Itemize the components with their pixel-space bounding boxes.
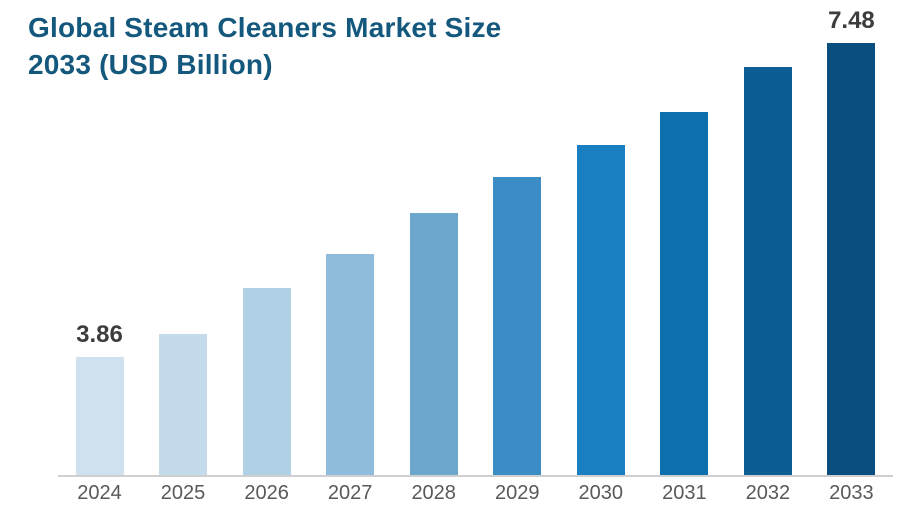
chart-title: Global Steam Cleaners Market Size 2033 (… xyxy=(28,10,501,84)
data-label-2033: 7.48 xyxy=(828,7,875,34)
x-tick-2024: 2024 xyxy=(77,482,122,504)
x-tick-2026: 2026 xyxy=(244,482,289,504)
plot-area: 3.86 7.48 xyxy=(58,7,893,477)
bar-2032 xyxy=(743,67,792,475)
chart-title-line1: Global Steam Cleaners Market Size xyxy=(28,12,502,43)
bar-column-2028 xyxy=(392,213,475,475)
bar-column-2032 xyxy=(726,67,809,475)
x-tick-2032: 2032 xyxy=(745,482,791,504)
bar-column-2029 xyxy=(476,177,559,475)
chart-title-line2: 2033 (USD Billion) xyxy=(28,48,273,80)
x-tick-2027: 2027 xyxy=(327,482,373,504)
bar-2025 xyxy=(159,334,208,475)
bar-column-2031 xyxy=(643,112,726,475)
bar-column-2024: 3.86 xyxy=(58,321,141,475)
bar-column-2025 xyxy=(142,334,225,475)
x-tick-2030: 2030 xyxy=(578,482,624,504)
x-axis-ticks: 2024 2025 2026 2027 2028 2029 2030 2031 2032 2033 xyxy=(58,476,893,505)
bar-column-2033: 7.48 xyxy=(810,7,893,475)
x-tick-2029: 2029 xyxy=(494,482,540,504)
bar-column-2027 xyxy=(309,254,392,475)
x-tick-2028: 2028 xyxy=(411,482,456,504)
bar-column-2026 xyxy=(225,288,308,475)
bar-2024 xyxy=(75,357,124,475)
x-tick-2025: 2025 xyxy=(160,482,206,504)
bar-column-2030 xyxy=(559,145,642,475)
x-tick-2033: 2033 xyxy=(829,482,874,504)
bar-chart: 3.86 7.48 2024 2025 2026 2027 2028 2029 2030 203… xyxy=(58,7,893,505)
bar-2027 xyxy=(326,254,375,475)
x-tick-2031: 2031 xyxy=(662,482,707,504)
bar-2031 xyxy=(660,112,709,475)
bar-2028 xyxy=(409,213,458,475)
bar-2029 xyxy=(493,177,542,475)
bar-2033 xyxy=(827,43,876,475)
bar-2030 xyxy=(576,145,625,475)
data-label-2024: 3.86 xyxy=(76,321,123,348)
bar-2026 xyxy=(242,288,291,475)
